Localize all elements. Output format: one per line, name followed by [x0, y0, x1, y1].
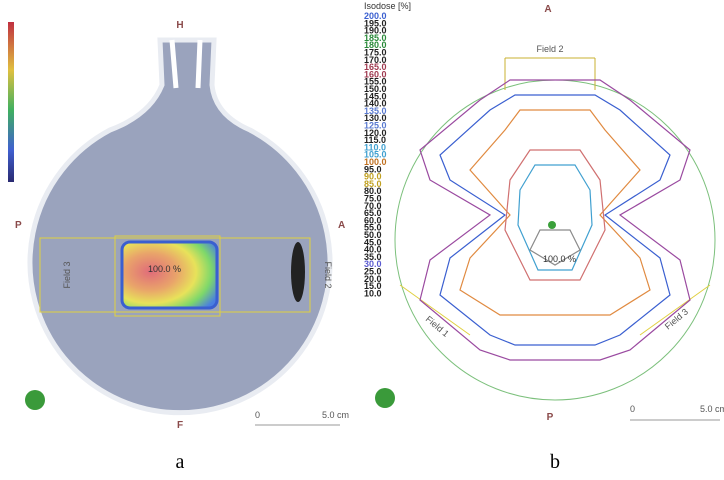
- direction: A: [544, 4, 551, 15]
- color-bar: [8, 22, 14, 182]
- isocenter: [548, 221, 556, 229]
- scale-label: 0: [630, 404, 635, 414]
- field-line: [505, 58, 595, 90]
- scale-label: 5.0 cm: [322, 410, 349, 420]
- direction: P: [547, 412, 554, 423]
- legend-title: Isodose [%]: [364, 1, 411, 11]
- dose-point: 100.0 %: [543, 254, 576, 264]
- field-label: Field 2: [536, 44, 563, 54]
- isodose-lines: [420, 80, 690, 360]
- direction: H: [176, 20, 183, 31]
- direction: A: [338, 220, 345, 231]
- body-outline: [395, 80, 715, 400]
- scale-label: 5.0 cm: [700, 404, 724, 414]
- panel-caption: a: [176, 451, 185, 473]
- dose-point: 100.0 %: [148, 264, 181, 274]
- direction: F: [177, 420, 183, 431]
- direction: P: [15, 220, 22, 231]
- panel-a: H P A F Field 3 Field 2 100.0 % 0 5.0 cm…: [8, 20, 349, 473]
- phantom: [30, 40, 330, 413]
- orientation-icon: [375, 388, 395, 408]
- panel-b: Isodose [%] A P Field 2 Field 1 Field 3 …: [364, 1, 724, 473]
- legend-entry: 10.0: [364, 288, 382, 298]
- panel-caption: b: [550, 451, 560, 473]
- dose-wash: [122, 242, 217, 308]
- marker: [291, 242, 305, 302]
- field-label: Field 3: [62, 261, 72, 288]
- scale-label: 0: [255, 410, 260, 420]
- figure: H P A F Field 3 Field 2 100.0 % 0 5.0 cm…: [0, 0, 724, 475]
- field-label: Field 1: [424, 314, 451, 339]
- field-label: Field 2: [323, 261, 333, 288]
- orientation-icon: [25, 390, 45, 410]
